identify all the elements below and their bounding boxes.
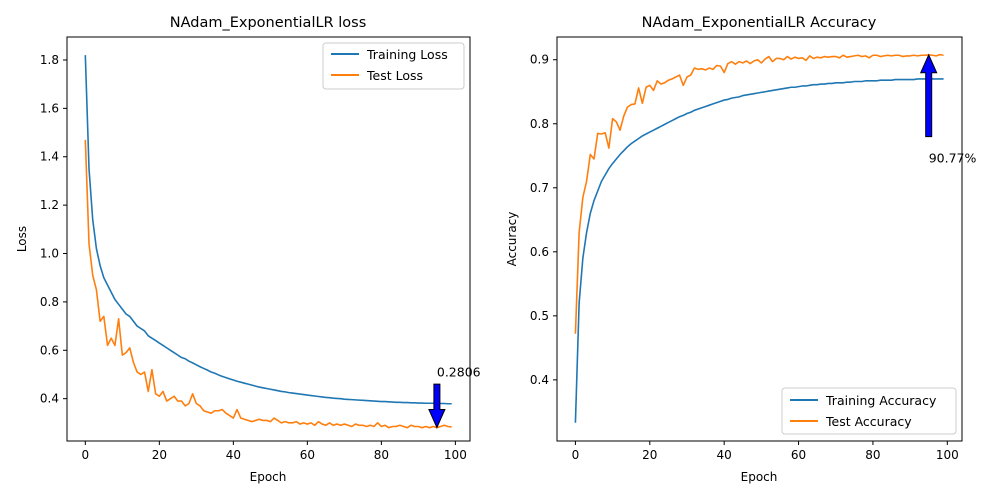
y-tick-label: 0.5: [530, 309, 549, 323]
y-tick-label: 1.2: [40, 198, 59, 212]
y-tick-label: 0.4: [530, 373, 549, 387]
legend-label-training-loss: Training Loss: [366, 47, 448, 62]
x-tick-label: 20: [152, 448, 167, 462]
x-tick-label: 100: [444, 448, 467, 462]
y-tick-label: 1.0: [40, 247, 59, 261]
chart-title: NAdam_ExponentialLR Accuracy: [642, 15, 877, 31]
legend-box: [781, 387, 957, 435]
y-tick-label: 1.6: [40, 101, 59, 115]
y-tick-label: 0.9: [530, 53, 549, 67]
x-tick-label: 60: [300, 448, 315, 462]
y-tick-label: 0.6: [40, 343, 59, 357]
series-line-test-loss: [84, 139, 452, 429]
series-line-training-loss: [84, 55, 452, 405]
series-line-training-accuracy: [574, 78, 944, 423]
legend-label-test-accuracy: Test Accuracy: [825, 414, 912, 429]
loss-chart: NAdam_ExponentialLR loss 0.2806 0 20 40 60 8…: [15, 15, 481, 484]
x-tick-label: 40: [717, 448, 732, 462]
accuracy-chart: NAdam_ExponentialLR Accuracy 90.77% 0 20 4…: [505, 15, 976, 484]
legend-label-test-loss: Test Loss: [366, 68, 423, 83]
y-tick-label: 1.4: [40, 150, 59, 164]
plot-area-frame: [556, 36, 963, 442]
y-tick-label: 1.8: [40, 53, 59, 67]
x-axis-label: Epoch: [741, 470, 778, 484]
x-tick-label: 80: [865, 448, 880, 462]
y-axis-label: Loss: [15, 226, 29, 252]
series-layer: [574, 53, 944, 423]
x-tick-label: 0: [572, 448, 580, 462]
y-tick-label: 0.7: [530, 181, 549, 195]
y-axis-ticks: 0.4 0.6 0.8 1.0 1.2 1.4 1.6 1.8: [40, 53, 67, 406]
y-axis-ticks: 0.4 0.5 0.6 0.7 0.8 0.9: [530, 53, 557, 387]
y-axis-label: Accuracy: [505, 212, 519, 267]
min-loss-annotation-label: 0.2806: [437, 364, 481, 379]
legend: Training Loss Test Loss: [322, 42, 465, 90]
x-tick-label: 0: [81, 448, 89, 462]
x-axis-ticks: 0 20 40 60 80 100: [81, 441, 467, 462]
y-tick-label: 0.6: [530, 245, 549, 259]
x-tick-label: 60: [791, 448, 806, 462]
series-layer: [84, 55, 452, 429]
annotation-layer: 90.77%: [919, 53, 977, 166]
y-tick-label: 0.8: [530, 117, 549, 131]
x-tick-label: 80: [374, 448, 389, 462]
plot-area-frame: [66, 36, 471, 442]
annotation-arrow: [428, 383, 446, 429]
y-tick-label: 0.4: [40, 392, 59, 406]
x-tick-label: 100: [936, 448, 959, 462]
annotation-arrow: [919, 53, 938, 138]
x-tick-label: 40: [226, 448, 241, 462]
chart-title: NAdam_ExponentialLR loss: [170, 15, 367, 31]
legend-label-training-accuracy: Training Accuracy: [825, 393, 937, 408]
x-axis-ticks: 0 20 40 60 80 100: [572, 441, 959, 462]
max-accuracy-annotation-label: 90.77%: [929, 151, 977, 166]
x-tick-label: 20: [642, 448, 657, 462]
series-line-test-accuracy: [574, 53, 944, 334]
x-axis-label: Epoch: [250, 470, 287, 484]
y-tick-label: 0.8: [40, 295, 59, 309]
legend: Training Accuracy Test Accuracy: [781, 387, 957, 435]
